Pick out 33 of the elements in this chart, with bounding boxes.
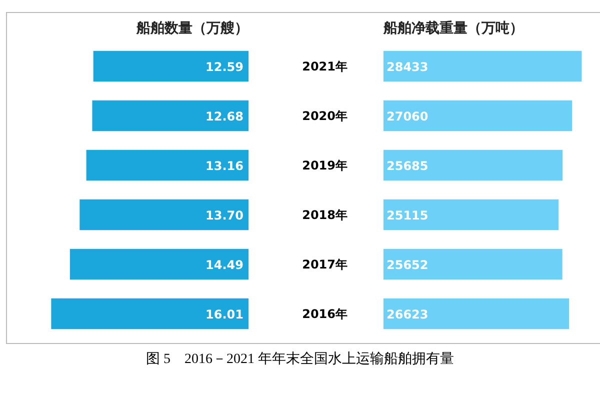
caption: 图 5 2016－2021 年年末全国水上运输船舶拥有量 xyxy=(146,350,454,369)
bar xyxy=(384,298,570,330)
bar xyxy=(92,100,248,132)
bar xyxy=(384,150,563,181)
y-tick-label: 2021年 xyxy=(302,59,348,74)
data-label: 14.49 xyxy=(206,258,244,272)
bar xyxy=(93,50,248,82)
bar xyxy=(384,50,582,82)
bar xyxy=(80,199,248,230)
bar xyxy=(384,100,572,132)
bar xyxy=(70,248,248,280)
bar xyxy=(86,150,248,181)
y-tick-label: 2019年 xyxy=(302,158,348,172)
y-tick-label: 2016年 xyxy=(302,306,348,321)
data-label: 25115 xyxy=(386,208,428,222)
data-label: 13.16 xyxy=(206,158,244,173)
bar xyxy=(384,248,562,280)
data-label: 16.01 xyxy=(206,307,244,322)
data-label: 25685 xyxy=(386,158,428,173)
data-label: 12.59 xyxy=(206,60,244,74)
bar xyxy=(384,199,559,230)
chart-title: 船舶净载重量（万吨） xyxy=(382,20,524,36)
data-label: 25652 xyxy=(386,258,428,272)
data-label: 13.70 xyxy=(206,208,244,222)
y-tick-label: 2020年 xyxy=(302,108,348,123)
y-tick-label: 2018年 xyxy=(302,208,348,222)
data-label: 12.68 xyxy=(206,109,244,124)
data-label: 28433 xyxy=(386,60,428,74)
bar xyxy=(51,298,248,330)
data-label: 26623 xyxy=(386,307,428,322)
y-tick-label: 2017年 xyxy=(302,257,348,272)
chart-title: 船舶数量（万艘） xyxy=(136,20,248,36)
data-label: 27060 xyxy=(386,109,428,124)
